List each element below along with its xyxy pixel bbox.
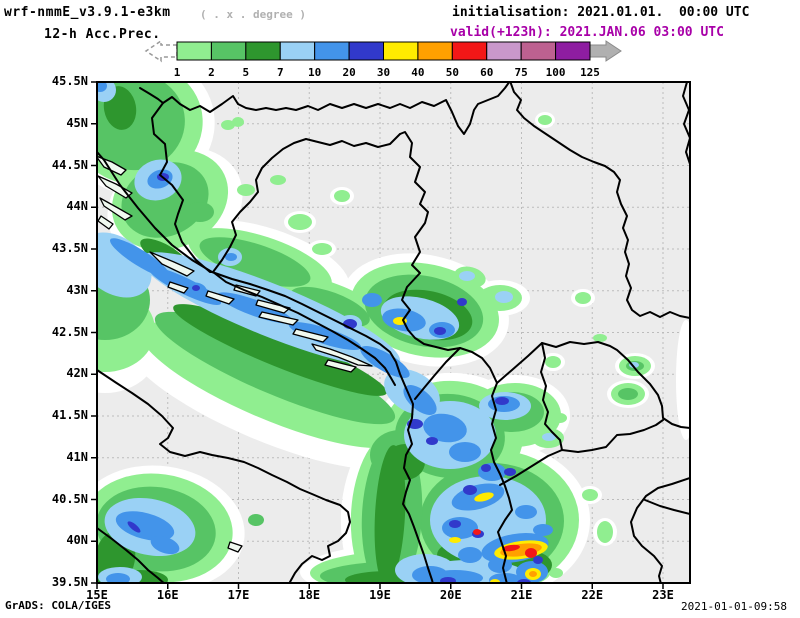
model-title: wrf-nmmE_v3.9.1-e3km	[4, 5, 171, 20]
island-outline	[167, 281, 189, 294]
lat-tick-label: 42.5N	[51, 324, 88, 339]
border-bosnia-north	[212, 133, 401, 273]
coastline-italy-adriatic	[97, 369, 351, 583]
legend-level-label: 30	[377, 66, 390, 79]
lat-tick-label: 45N	[66, 115, 88, 130]
lat-tick-label: 39.5N	[51, 575, 88, 589]
units-note: ( . x . degree )	[200, 8, 306, 21]
lat-tick-label: 42N	[66, 366, 88, 381]
lon-tick-label: 22E	[581, 588, 604, 602]
legend-level-label: 5	[243, 66, 250, 79]
border-greece-bulgaria-branch	[644, 499, 690, 515]
product-title: 12-h Acc.Prec.	[44, 27, 161, 42]
lat-tick-label: 43.5N	[51, 241, 88, 255]
border-serbia-northeast	[509, 82, 690, 319]
border-slovenia	[139, 87, 164, 104]
border-montenegro-coast-link	[414, 347, 461, 400]
lon-tick-label: 16E	[156, 588, 179, 602]
legend-level-label: 60	[480, 66, 493, 79]
legend-level-label: 100	[546, 66, 566, 79]
lon-tick-label: 15E	[86, 588, 108, 602]
lat-tick-label: 40.5N	[51, 491, 88, 506]
geography	[97, 82, 690, 583]
legend-level-label: 1	[174, 66, 181, 79]
axis-ticks	[91, 81, 664, 589]
border-albania-east	[459, 347, 513, 583]
island-outline	[205, 290, 235, 305]
border-greece-northeast	[630, 477, 690, 583]
legend-level-label: 10	[308, 66, 321, 79]
legend-segment	[555, 41, 591, 61]
border-drina	[399, 131, 461, 351]
lat-tick-label: 45.5N	[51, 74, 88, 88]
island-outline	[99, 197, 133, 221]
lat-tick-label: 41N	[66, 449, 88, 464]
lon-tick-label: 20E	[439, 588, 462, 602]
coastline-italy-taranto	[97, 527, 166, 583]
legend-level-label: 40	[411, 66, 424, 79]
legend-level-label: 2	[208, 66, 215, 79]
legend-level-label: 75	[515, 66, 528, 79]
legend-over-arrow	[589, 40, 622, 62]
precip-color-legend: 1 2 5 7 10 20 30 40 50 60 75 100 125	[144, 39, 622, 79]
legend-level-label: 7	[277, 66, 284, 79]
precip-50-60mm-layer	[473, 529, 537, 558]
lat-tick-label: 44.5N	[51, 157, 88, 172]
legend-level-label: 50	[446, 66, 459, 79]
lat-tick-label: 43N	[66, 282, 88, 297]
border-kosovo-east	[540, 342, 563, 451]
lon-tick-label: 21E	[510, 588, 533, 602]
island-outline	[227, 541, 243, 553]
island-outline	[258, 311, 299, 326]
coastline-adriatic-east	[97, 151, 434, 583]
grads-credit: GrADS: COLA/IGES	[5, 599, 111, 612]
island-outline	[97, 215, 114, 230]
lon-tick-label: 18E	[298, 588, 321, 602]
legend-level-label: 20	[342, 66, 355, 79]
legend-under-arrow	[144, 39, 178, 63]
lon-tick-label: 23E	[652, 588, 674, 602]
border-north-pannonian	[162, 82, 511, 135]
lat-tick-label: 44N	[66, 199, 88, 214]
lat-tick-label: 40N	[66, 533, 88, 548]
island-outline	[324, 359, 357, 373]
lat-tick-label: 41.5N	[51, 408, 88, 422]
creation-timestamp: 2021-01-01-09:58	[681, 600, 787, 613]
legend-level-label: 125	[580, 66, 600, 79]
lon-tick-label: 17E	[227, 588, 250, 602]
island-outline	[149, 251, 195, 277]
initialisation-text: initialisation: 2021.01.01. 00:00 UTC	[452, 5, 750, 20]
valid-text: valid(+123h): 2021.JAN.06 03:00 UTC	[450, 25, 724, 40]
border-macedonia-north	[499, 419, 664, 486]
legend-bar: 1 2 5 7 10 20 30 40 50 60 75 100 125	[174, 41, 600, 79]
border-romania-edge	[682, 82, 690, 165]
island-outline	[292, 328, 329, 343]
island-outline	[311, 343, 373, 367]
lon-tick-label: 19E	[369, 588, 391, 602]
